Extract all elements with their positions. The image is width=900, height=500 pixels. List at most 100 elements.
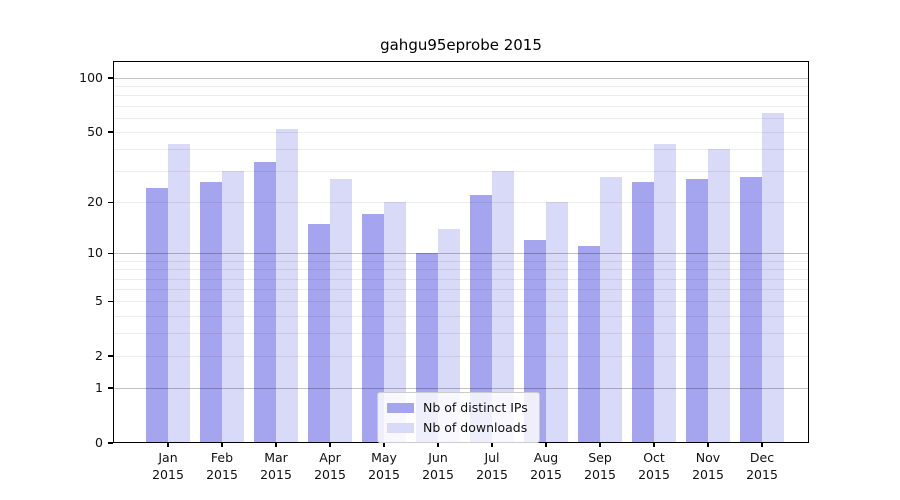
x-tick-label-apr: Apr 2015	[302, 449, 358, 483]
bar-distinct-ips-jul	[470, 195, 492, 443]
year-label: 2015	[638, 467, 670, 482]
year-label: 2015	[152, 467, 184, 482]
year-label: 2015	[422, 467, 454, 482]
x-tick-label-may: May 2015	[356, 449, 412, 483]
y-tick-label: 50	[87, 124, 103, 140]
year-label: 2015	[368, 467, 400, 482]
y-tick-label: 2	[95, 348, 103, 364]
legend-item: Nb of distinct IPs	[387, 400, 528, 415]
bar-distinct-ips-mar	[254, 161, 276, 443]
bar-downloads-feb	[222, 171, 244, 443]
x-tick-label-sep: Sep 2015	[572, 449, 628, 483]
x-tick-mark	[491, 443, 493, 447]
x-tick-mark	[761, 443, 763, 447]
gridline-minor	[114, 86, 808, 88]
month-label: May	[371, 450, 397, 465]
gridline-minor	[114, 260, 808, 262]
gridline-minor	[114, 132, 808, 134]
legend-label: Nb of downloads	[423, 420, 528, 435]
year-label: 2015	[476, 467, 508, 482]
legend-label: Nb of distinct IPs	[423, 400, 528, 415]
bar-distinct-ips-sep	[578, 246, 600, 443]
x-tick-label-jan: Jan 2015	[140, 449, 196, 483]
x-tick-label-jul: Jul 2015	[464, 449, 520, 483]
year-label: 2015	[260, 467, 292, 482]
x-tick-mark	[437, 443, 439, 447]
bar-distinct-ips-oct	[632, 182, 654, 443]
year-label: 2015	[584, 467, 616, 482]
gridline-minor	[114, 171, 808, 173]
x-tick-mark	[653, 443, 655, 447]
month-label: Mar	[264, 450, 288, 465]
x-tick-mark	[275, 443, 277, 447]
month-label: Nov	[695, 450, 721, 465]
gridline-major	[114, 78, 808, 79]
y-tick-mark	[108, 252, 113, 255]
month-label: Dec	[749, 450, 775, 465]
gridline-minor	[114, 95, 808, 97]
y-tick-label: 5	[95, 293, 103, 309]
gridline-minor	[114, 333, 808, 335]
bar-distinct-ips-may	[362, 214, 384, 443]
x-tick-mark	[545, 443, 547, 447]
y-tick-mark	[108, 387, 113, 389]
bar-downloads-nov	[708, 149, 730, 443]
year-label: 2015	[206, 467, 238, 482]
gridline-minor	[114, 278, 808, 280]
month-label: Apr	[319, 450, 341, 465]
x-tick-label-jun: Jun 2015	[410, 449, 466, 483]
month-label: Jul	[484, 450, 500, 465]
gridline-minor	[114, 105, 808, 107]
x-tick-mark	[221, 443, 223, 447]
y-tick-mark	[108, 300, 113, 302]
legend-item: Nb of downloads	[387, 420, 528, 435]
gridline-minor	[114, 269, 808, 271]
gridline-minor	[114, 301, 808, 303]
y-tick-label: 100	[79, 70, 103, 85]
legend-swatch	[387, 402, 414, 413]
month-label: Sep	[588, 450, 612, 465]
y-tick-label: 0	[95, 435, 103, 450]
bar-distinct-ips-nov	[686, 179, 708, 443]
bar-downloads-oct	[654, 143, 676, 443]
month-label: Oct	[643, 450, 665, 465]
bar-downloads-jan	[168, 143, 190, 443]
x-tick-label-aug: Aug 2015	[518, 449, 574, 483]
legend: Nb of distinct IPs Nb of downloads	[377, 392, 540, 443]
month-label: Jun	[428, 450, 448, 465]
y-tick-mark	[108, 131, 113, 133]
year-label: 2015	[692, 467, 724, 482]
gridline-minor	[114, 202, 808, 204]
gridline-major	[114, 388, 808, 390]
gridline-minor	[114, 149, 808, 151]
y-tick-mark	[108, 201, 113, 203]
x-tick-label-nov: Nov 2015	[680, 449, 736, 483]
y-tick-label: 1	[95, 380, 103, 396]
x-tick-mark	[383, 443, 385, 447]
bar-downloads-jun	[438, 228, 460, 443]
y-tick-label: 10	[87, 245, 103, 261]
bar-downloads-jul	[492, 171, 514, 443]
y-tick-mark	[108, 442, 113, 444]
legend-swatch	[387, 422, 414, 433]
month-label: Feb	[210, 450, 234, 465]
month-label: Aug	[533, 450, 559, 465]
bar-downloads-sep	[600, 176, 622, 443]
bar-downloads-may	[384, 202, 406, 443]
x-tick-mark	[707, 443, 709, 447]
year-label: 2015	[746, 467, 778, 482]
x-tick-label-mar: Mar 2015	[248, 449, 304, 483]
chart-title: gahgu95eprobe 2015	[380, 36, 542, 54]
gridline-major	[114, 253, 808, 255]
bar-distinct-ips-feb	[200, 182, 222, 443]
gridline-minor	[114, 356, 808, 358]
bar-downloads-aug	[546, 202, 568, 443]
bar-distinct-ips-dec	[740, 176, 762, 443]
x-tick-mark	[167, 443, 169, 447]
y-tick-mark	[108, 77, 113, 79]
x-tick-mark	[329, 443, 331, 447]
x-tick-label-feb: Feb 2015	[194, 449, 250, 483]
x-tick-label-oct: Oct 2015	[626, 449, 682, 483]
bar-distinct-ips-jan	[146, 188, 168, 443]
